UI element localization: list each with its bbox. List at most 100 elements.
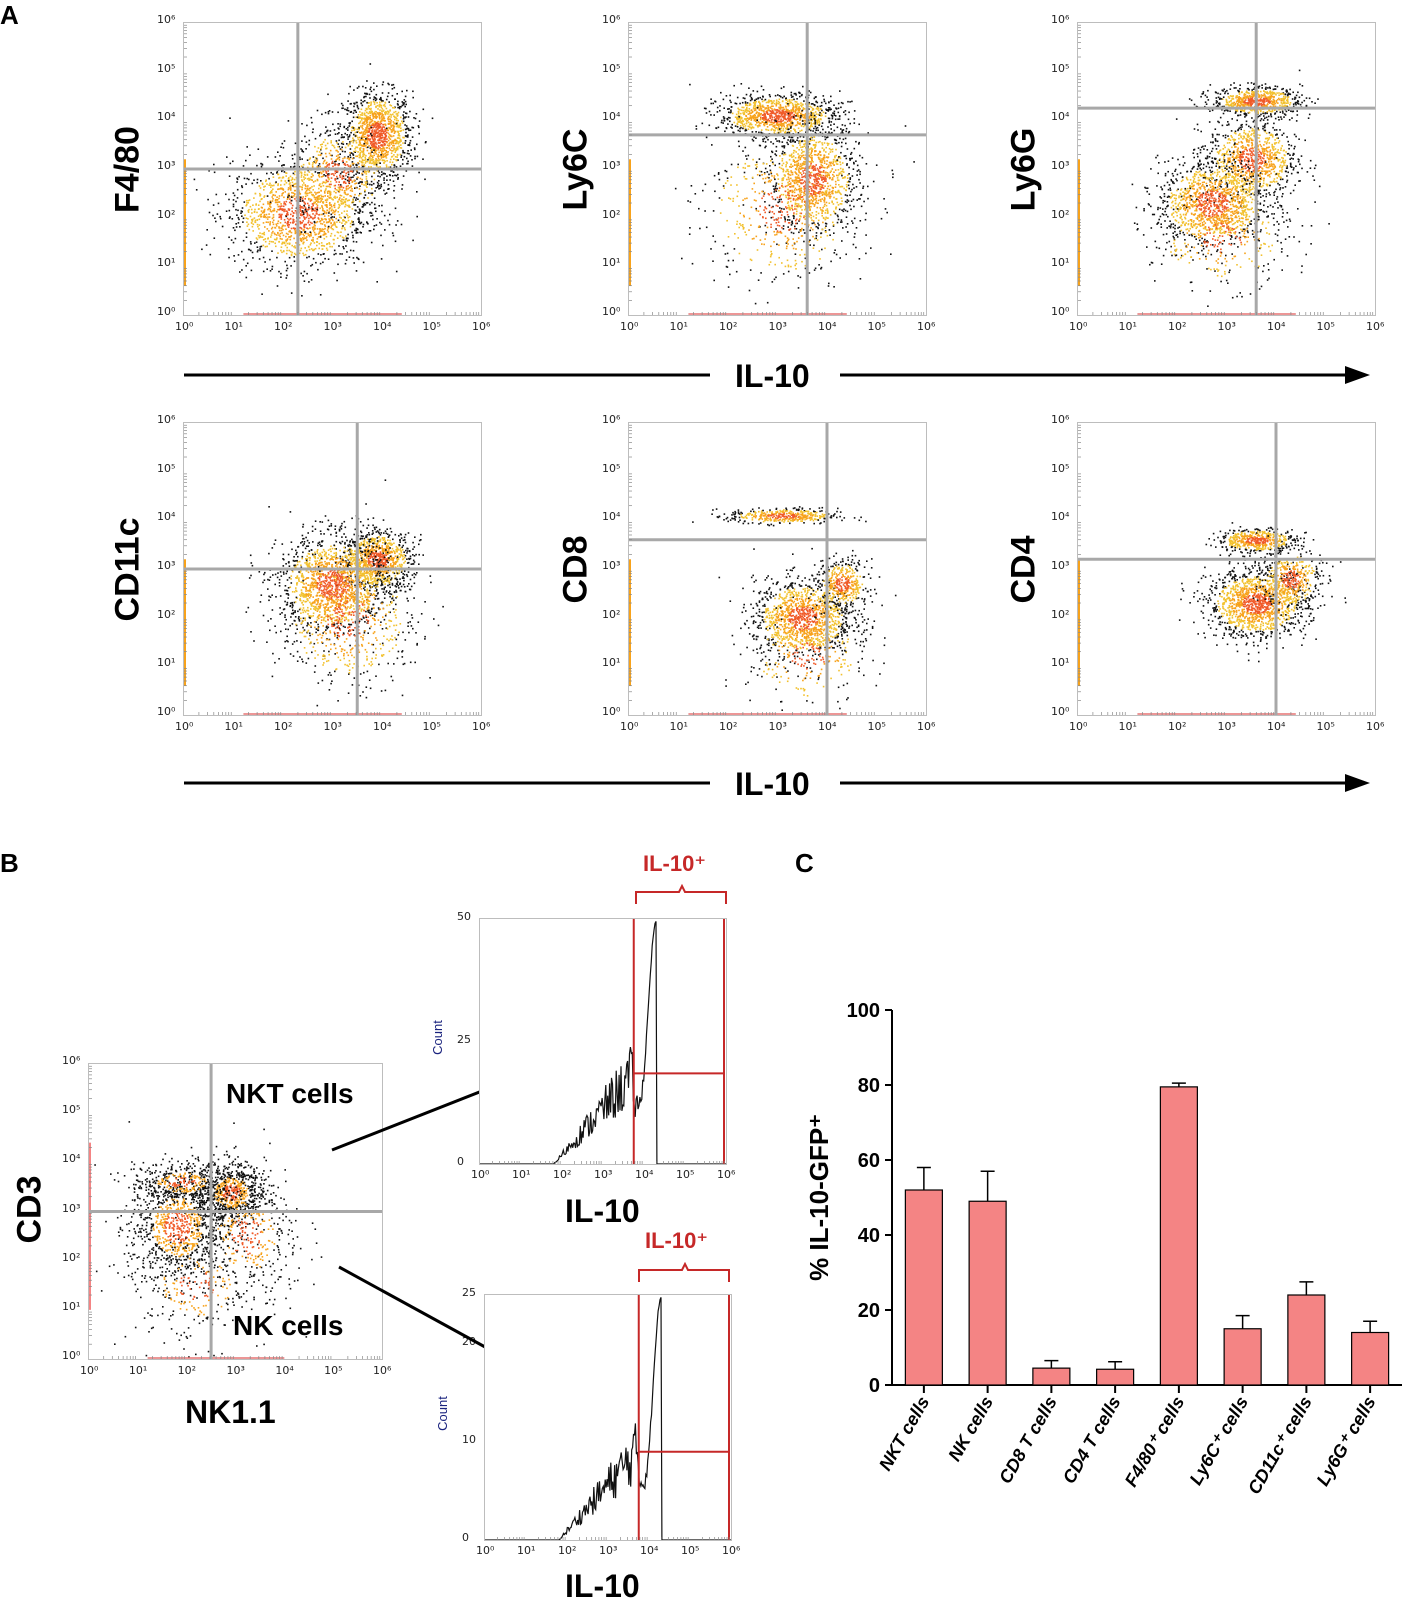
scatter-point	[196, 189, 198, 191]
scatter-point	[304, 171, 306, 173]
scatter-point	[772, 122, 774, 124]
scatter-point	[804, 145, 806, 147]
scatter-point	[344, 163, 346, 165]
scatter-point	[824, 162, 826, 164]
scatter-point	[403, 111, 405, 113]
scatter-point	[290, 214, 292, 216]
scatter-point	[332, 124, 334, 126]
scatter-point	[408, 144, 410, 146]
scatter-point	[315, 248, 317, 250]
scatter-point	[266, 214, 268, 216]
scatter-point	[382, 92, 384, 94]
scatter-point	[314, 217, 316, 219]
scatter-point	[374, 208, 376, 210]
scatter-point	[826, 160, 828, 162]
scatter-point	[291, 200, 293, 202]
scatter-point	[339, 253, 341, 255]
scatter-point	[274, 208, 276, 210]
scatter-point	[840, 221, 842, 223]
scatter-point	[755, 168, 757, 170]
scatter-point	[766, 123, 768, 125]
scatter-point	[706, 137, 708, 139]
scatter-point	[800, 118, 802, 120]
scatter-point	[811, 155, 813, 157]
scatter-point	[859, 174, 861, 176]
scatter-point	[775, 186, 777, 188]
scatter-point	[713, 114, 715, 116]
scatter-point	[303, 164, 305, 166]
scatter-point	[743, 107, 745, 109]
scatter-point	[280, 250, 282, 252]
scatter-point	[398, 145, 400, 147]
scatter-point	[335, 253, 337, 255]
scatter-point	[255, 193, 257, 195]
scatter-point	[308, 207, 310, 209]
scatter-point	[313, 230, 315, 232]
scatter-point	[394, 107, 396, 109]
scatter-point	[781, 126, 783, 128]
scatter-point	[765, 141, 767, 143]
scatter-point	[280, 233, 282, 235]
scatter-point	[350, 157, 352, 159]
scatter-point	[344, 227, 346, 229]
scatter-point	[263, 257, 265, 259]
scatter-point	[832, 177, 834, 179]
scatter-point	[261, 207, 263, 209]
scatter-point	[212, 215, 214, 217]
scatter-point	[370, 112, 372, 114]
scatter-point	[344, 211, 346, 213]
scatter-point	[765, 121, 767, 123]
scatter-point	[393, 190, 395, 192]
scatter-point	[334, 147, 336, 149]
scatter-point	[305, 209, 307, 211]
scatter-point	[810, 125, 812, 127]
scatter-point	[283, 211, 285, 213]
scatter-point	[327, 181, 329, 183]
scatter-point	[759, 103, 761, 105]
scatter-point	[774, 191, 776, 193]
scatter-point	[278, 241, 280, 243]
scatter-point	[386, 108, 388, 110]
scatter-point	[778, 118, 780, 120]
scatter-point	[770, 107, 772, 109]
scatter-point	[790, 114, 792, 116]
scatter-point	[391, 156, 393, 158]
scatter-point	[362, 105, 364, 107]
scatter-point	[339, 205, 341, 207]
scatter-point	[301, 165, 303, 167]
scatter-point	[300, 233, 302, 235]
scatter-point	[269, 241, 271, 243]
scatter-point	[301, 248, 303, 250]
scatter-point	[822, 194, 824, 196]
scatter-point	[218, 203, 220, 205]
scatter-point	[319, 135, 321, 137]
scatter-point	[273, 216, 275, 218]
scatter-point	[793, 110, 795, 112]
scatter-point	[354, 148, 356, 150]
scatter-point	[397, 148, 399, 150]
scatter-point	[294, 245, 296, 247]
scatter-point	[771, 124, 773, 126]
scatter-point	[302, 180, 304, 182]
scatter-point	[873, 181, 875, 183]
scatter-point	[271, 234, 273, 236]
scatter-point	[794, 195, 796, 197]
scatter-point	[353, 241, 355, 243]
scatter-point	[333, 239, 335, 241]
scatter-point	[810, 206, 812, 208]
scatter-point	[757, 125, 759, 127]
scatter-point	[816, 113, 818, 115]
scatter-point	[320, 155, 322, 157]
scatter-point	[320, 148, 322, 150]
scatter-point	[731, 106, 733, 108]
scatter-point	[347, 127, 349, 129]
scatter-point	[344, 109, 346, 111]
scatter-point	[334, 129, 336, 131]
scatter-point	[823, 99, 825, 101]
scatter-point	[853, 244, 855, 246]
scatter-point	[372, 146, 374, 148]
scatter-point	[335, 192, 337, 194]
scatter-point	[726, 95, 728, 97]
scatter-point	[315, 171, 317, 173]
scatter-point	[835, 119, 837, 121]
